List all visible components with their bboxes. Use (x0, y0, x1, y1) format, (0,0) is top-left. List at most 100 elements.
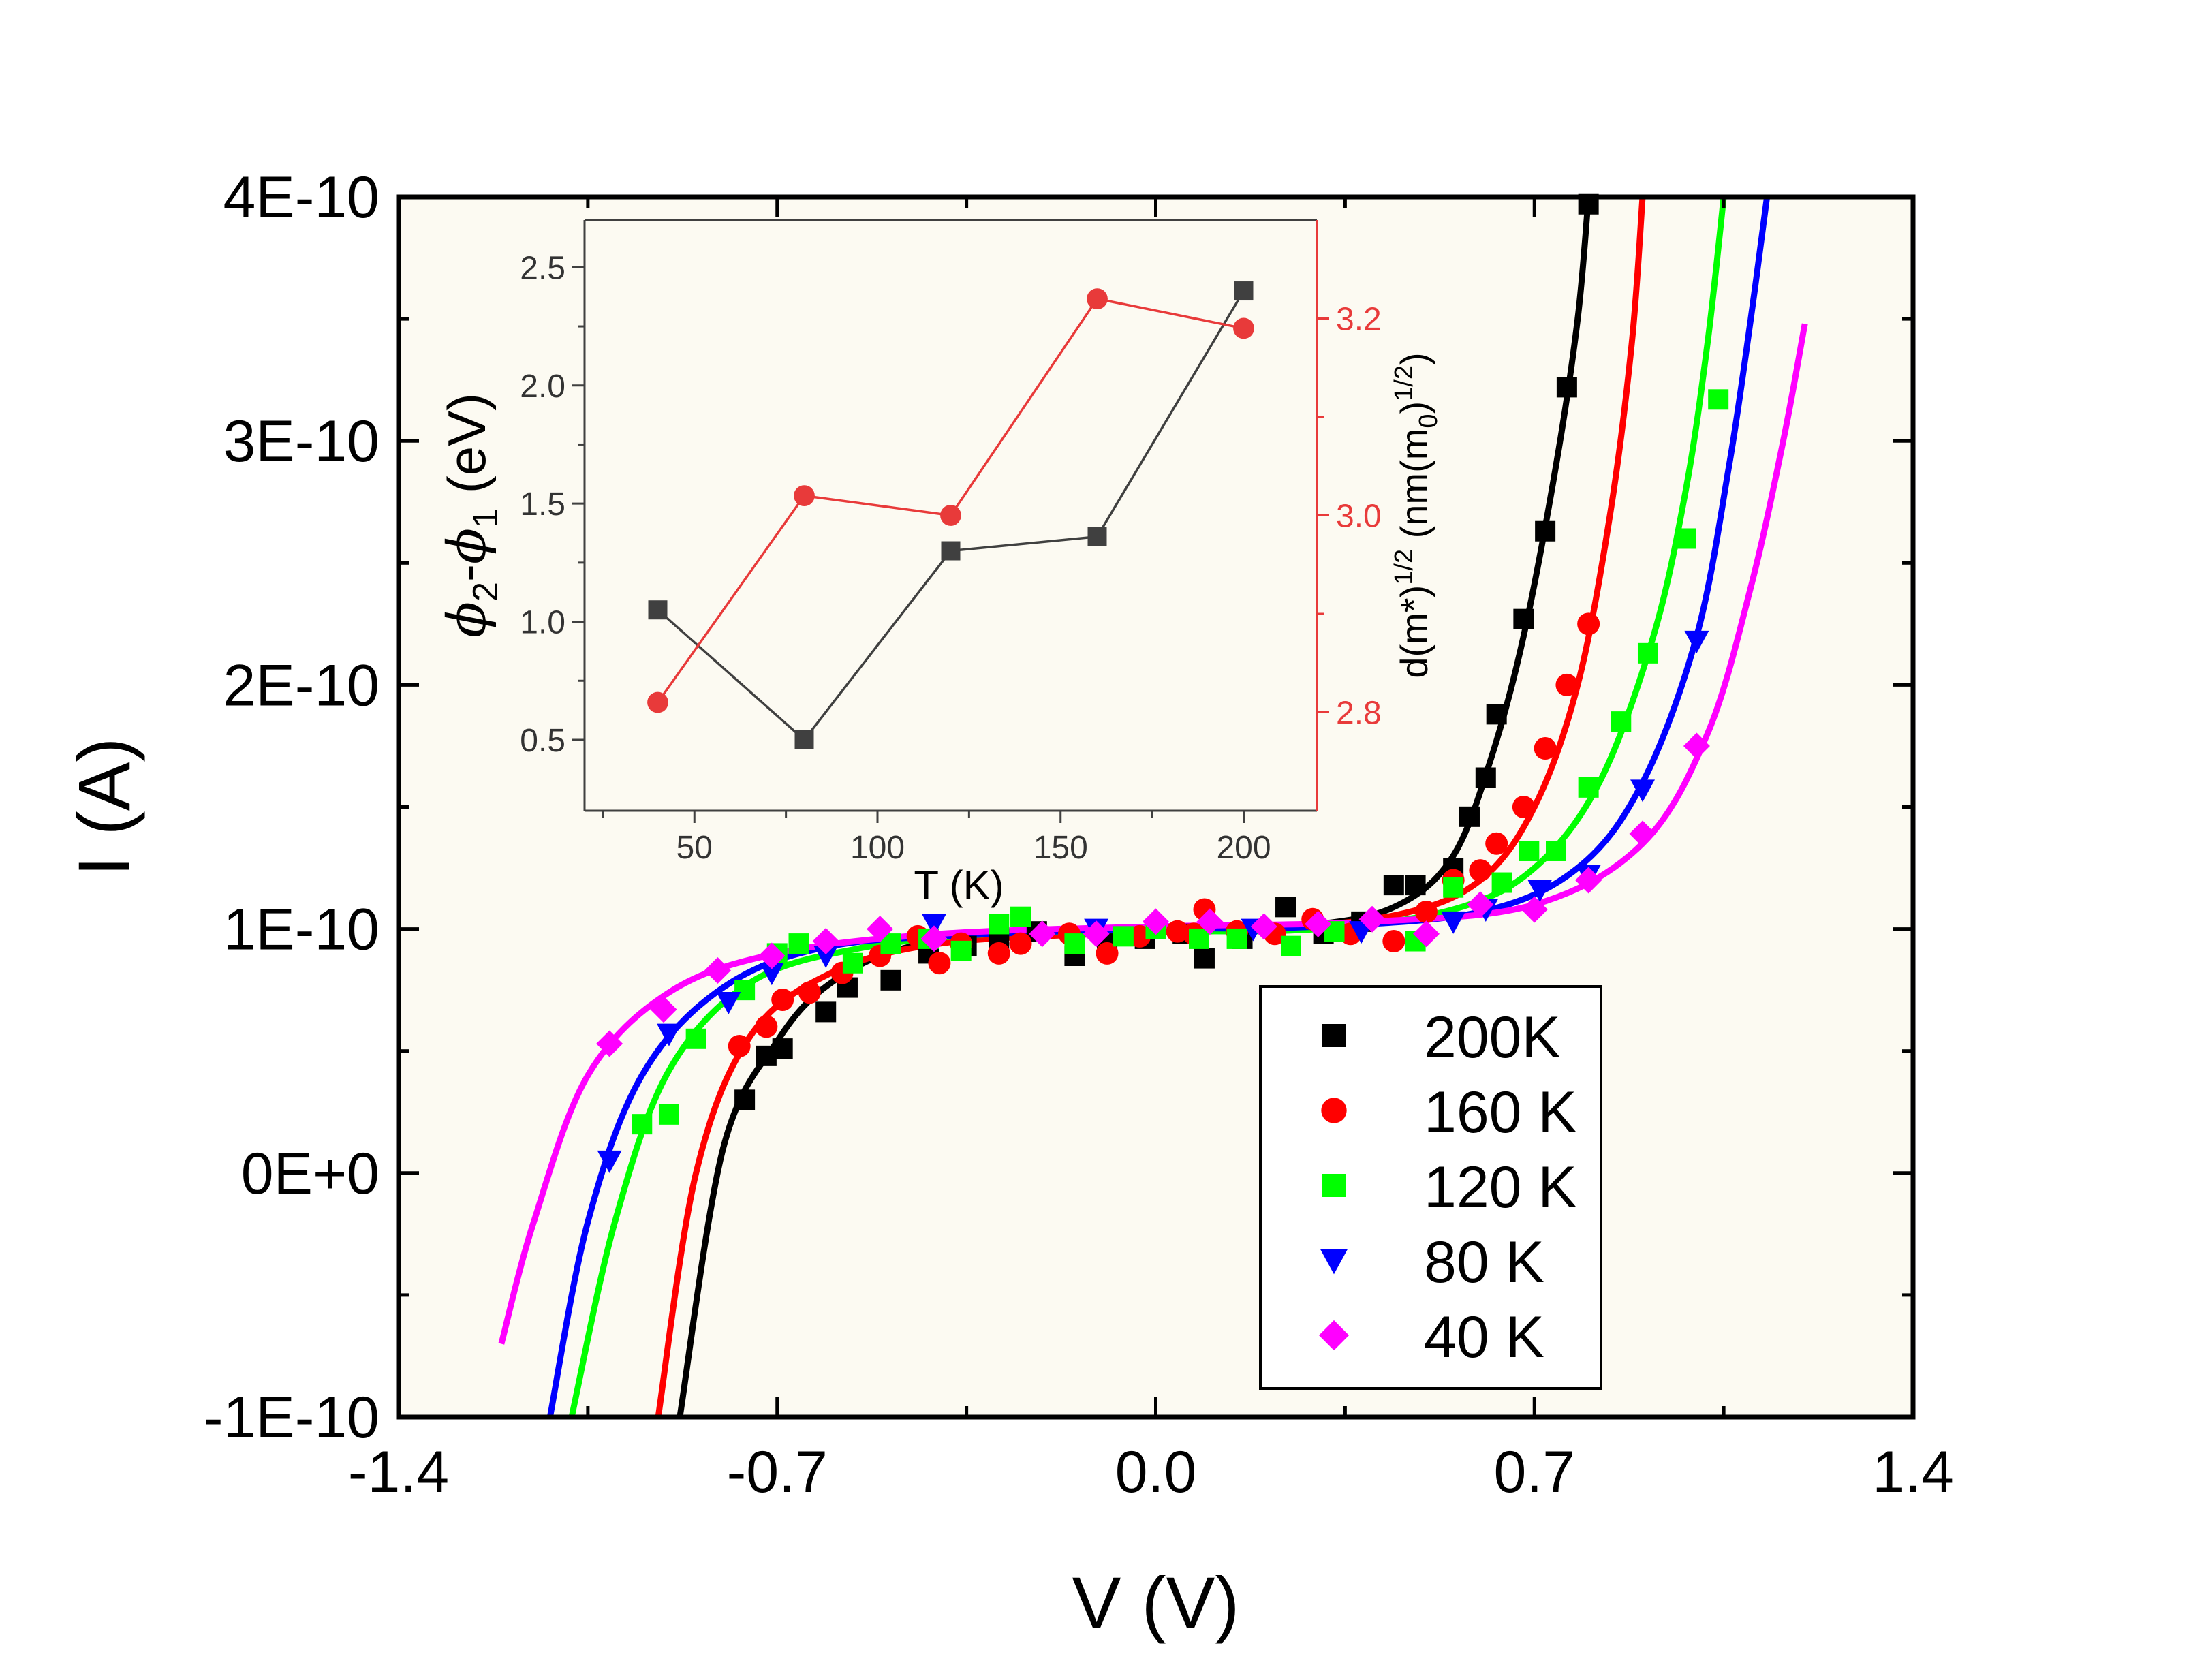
data-point (632, 1114, 653, 1135)
data-point (1546, 840, 1567, 861)
data-point (1443, 877, 1464, 898)
data-point (1485, 832, 1508, 855)
legend: 200K 160 K 120 K 80 K 40 K (1259, 985, 1602, 1390)
data-point (1675, 528, 1696, 549)
data-point (842, 952, 863, 974)
data-point (658, 1104, 679, 1125)
data-point (1382, 930, 1405, 953)
inset-x-tick-label: 50 (677, 830, 713, 866)
data-point (812, 928, 839, 955)
data-point (1414, 901, 1438, 924)
data-point (1010, 906, 1031, 927)
data-point (656, 1023, 681, 1046)
inset-y-left-tick-label: 2.0 (520, 369, 565, 405)
data-point (1708, 389, 1729, 410)
y-axis-label: I (A) (63, 738, 145, 877)
inset-chart: 50 100 150 200 0.5 1.0 1.5 2.0 2.5 2.8 3.0 3.2 T (K)… (437, 219, 1443, 908)
inset-y-right-label: d(m*)1/2 (nm(m0)1/2) (1390, 352, 1443, 678)
data-point (1029, 920, 1056, 948)
inset-y-right-tick-label: 3.2 (1336, 302, 1382, 338)
inset-y-right-tick-label: 3.0 (1336, 499, 1382, 535)
data-point (1280, 935, 1301, 956)
data-point (880, 969, 901, 991)
data-point (1637, 642, 1658, 664)
data-point (716, 992, 741, 1015)
data-point (921, 914, 946, 937)
data-point (1575, 867, 1602, 894)
data-point (1196, 908, 1224, 935)
inset-data-point (794, 485, 815, 506)
data-point (771, 988, 794, 1011)
inset-data-point (794, 730, 814, 749)
data-point (1009, 932, 1032, 955)
y-tick-label: 3E-10 (223, 409, 380, 474)
data-point (1475, 767, 1496, 788)
x-tick-label: 0.0 (1115, 1440, 1197, 1505)
inset-y-left-tick-label: 0.5 (520, 723, 565, 759)
y-tick-label: -1E-10 (204, 1385, 379, 1450)
data-point (1467, 891, 1494, 918)
data-point (1469, 859, 1492, 882)
data-point (1064, 933, 1085, 954)
axis-ticks (397, 195, 1915, 1419)
data-point (950, 940, 972, 961)
data-point (1578, 777, 1599, 798)
data-point (1512, 796, 1535, 818)
x-tick-label: 1.4 (1872, 1440, 1954, 1505)
data-point (758, 942, 786, 969)
data-point (1630, 779, 1656, 803)
legend-label: 160 K (1424, 1080, 1577, 1145)
inset-x-tick-label: 150 (1034, 830, 1088, 866)
data-point (1555, 673, 1579, 696)
data-point (1189, 928, 1210, 949)
data-point (597, 1150, 622, 1173)
data-point (704, 956, 731, 984)
inset-y-right-tick-label: 2.8 (1336, 696, 1382, 732)
data-point (1226, 928, 1247, 949)
inset-data-point (1234, 281, 1254, 301)
data-point (1128, 924, 1151, 948)
x-tick-label: 0.7 (1493, 1440, 1575, 1505)
inset-data-point (1087, 527, 1107, 546)
inset-x-tick-label: 100 (850, 830, 905, 866)
data-point (1305, 910, 1332, 937)
data-point (1275, 897, 1296, 918)
data-point (928, 952, 951, 975)
legend-marker (1318, 1320, 1350, 1351)
legend-label: 200K (1424, 1005, 1561, 1070)
data-point (1358, 905, 1386, 933)
inset-data-point (941, 541, 961, 561)
data-point (1556, 377, 1577, 398)
data-point (798, 981, 821, 1004)
data-point (1412, 920, 1440, 948)
legend-marker (1322, 1174, 1346, 1197)
x-axis-label: V (V) (1072, 1561, 1239, 1644)
data-point (685, 1028, 706, 1049)
data-point (759, 963, 784, 986)
data-point (728, 1035, 751, 1058)
inset-y-left-tick-label: 1.0 (520, 605, 565, 641)
data-point (1405, 875, 1426, 896)
data-point (1143, 908, 1169, 935)
data-point (1083, 920, 1110, 948)
tick-labels: -1.4 -0.7 0.0 0.7 1.4 -1E-10 0E+0 1E-10 2E-10 3E-… (204, 165, 1954, 1505)
inset-data-point (1087, 288, 1108, 309)
data-point (1611, 711, 1632, 732)
data-points (596, 193, 1729, 1173)
data-point (1521, 896, 1548, 923)
inset-y-left-tick-label: 1.5 (520, 486, 565, 523)
legend-box (1259, 985, 1602, 1390)
data-point (1113, 926, 1134, 947)
y-tick-label: 2E-10 (223, 653, 380, 718)
y-tick-label: 1E-10 (223, 897, 380, 963)
data-point (989, 914, 1010, 935)
legend-marker (1320, 1249, 1348, 1275)
plot-area (399, 197, 1913, 1417)
legend-marker (1322, 1024, 1346, 1047)
inset-data-point (940, 505, 961, 526)
x-tick-label: -1.4 (348, 1440, 449, 1505)
data-point (734, 1089, 756, 1110)
inset-data-point (647, 691, 668, 713)
inset-x-tick-label: 200 (1216, 830, 1271, 866)
